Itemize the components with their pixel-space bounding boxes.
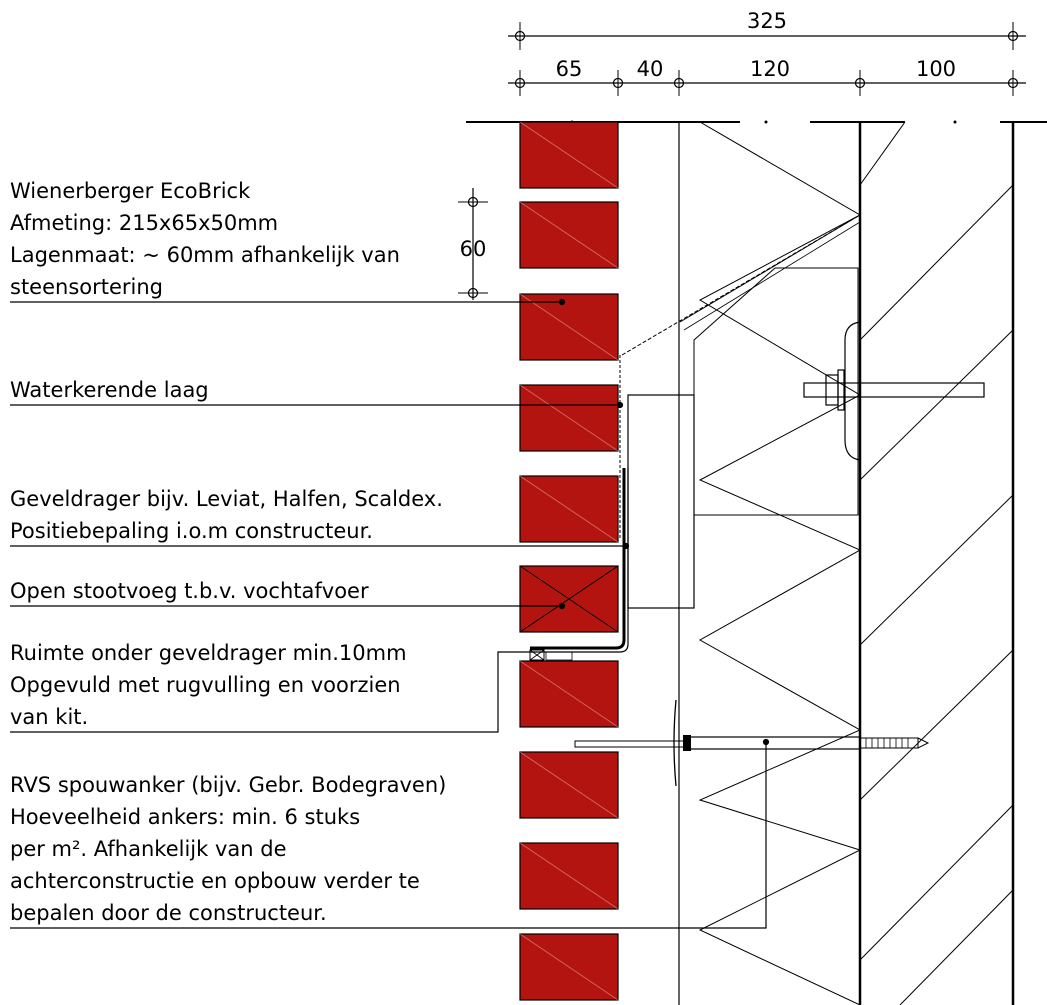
dim-brick: 65 xyxy=(556,57,583,81)
label-water-barrier: Waterkerende laag xyxy=(10,378,209,402)
label-carrier-line-1: Geveldrager bijv. Leviat, Halfen, Scalde… xyxy=(10,487,443,511)
brick-hatch xyxy=(519,384,619,452)
backer-rod-sealant xyxy=(529,649,573,661)
brick xyxy=(519,751,619,819)
insulation-layer xyxy=(678,121,862,1005)
brick xyxy=(519,842,619,910)
dim-insulation: 120 xyxy=(750,57,790,81)
dimension-lines: 325 65 40 120 100 60 xyxy=(458,9,1026,300)
annotation-labels: Wienerberger EcoBrick Afmeting: 215x65x5… xyxy=(10,179,446,925)
label-open-joint: Open stootvoeg t.b.v. vochtafvoer xyxy=(10,579,369,603)
label-space-line-3: van kit. xyxy=(10,705,88,729)
dim-wall: 100 xyxy=(916,57,956,81)
open-joint-cross xyxy=(519,565,619,633)
brick-hatch xyxy=(519,201,619,269)
brick-hatch xyxy=(519,121,619,189)
brick-hatch xyxy=(519,933,619,1001)
cavity-tie xyxy=(574,699,930,787)
label-anchor-line-5: bepalen door de constructeur. xyxy=(10,901,327,925)
brick-hatch xyxy=(519,751,619,819)
label-space-line-1: Ruimte onder geveldrager min.10mm xyxy=(10,641,407,665)
brick xyxy=(519,121,619,189)
brick-support-bracket xyxy=(530,468,629,653)
brick-outer-leaf xyxy=(519,121,619,1001)
brick xyxy=(519,475,619,543)
dim-cavity: 40 xyxy=(637,57,664,81)
brick xyxy=(519,293,619,361)
label-brick-line-1: Wienerberger EcoBrick xyxy=(10,179,251,203)
label-brick-line-2: Afmeting: 215x65x50mm xyxy=(10,211,278,235)
label-anchor-line-2: Hoeveelheid ankers: min. 6 stuks xyxy=(10,805,360,829)
dim-course: 60 xyxy=(460,237,487,261)
brick xyxy=(519,384,619,452)
label-anchor-line-3: per m². Afhankelijk van de xyxy=(10,837,287,861)
brick xyxy=(519,201,619,269)
label-brick-line-3: Lagenmaat: ~ 60mm afhankelijk van xyxy=(10,243,400,267)
leader-lines xyxy=(10,298,770,929)
dim-total: 325 xyxy=(747,9,787,33)
anchor-bolt xyxy=(803,321,985,461)
label-space-line-2: Opgevuld met rugvulling en voorzien xyxy=(10,673,401,697)
brick xyxy=(519,933,619,1001)
water-barrier xyxy=(619,214,861,540)
label-brick-line-4: steensortering xyxy=(10,275,163,299)
label-anchor-line-4: achterconstructie en opbouw verder te xyxy=(10,869,420,893)
brick-hatch xyxy=(519,660,619,728)
brick-hatch xyxy=(519,475,619,543)
brick-hatch xyxy=(519,842,619,910)
brick xyxy=(519,660,619,728)
label-carrier-line-2: Positiebepaling i.o.m constructeur. xyxy=(10,519,373,543)
insulation-block xyxy=(627,267,859,609)
brick-hatch xyxy=(519,293,619,361)
label-anchor-line-1: RVS spouwanker (bijv. Gebr. Bodegraven) xyxy=(10,773,446,797)
inner-wall xyxy=(858,121,1015,1005)
